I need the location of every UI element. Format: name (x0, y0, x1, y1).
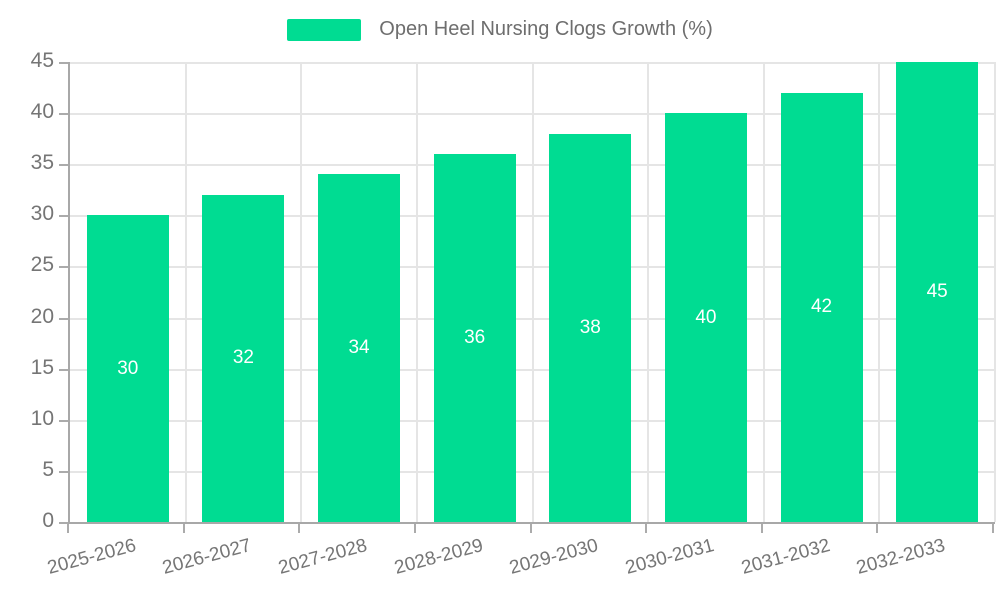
legend-item[interactable]: Open Heel Nursing Clogs Growth (%) (287, 18, 713, 41)
legend-swatch-icon (287, 18, 362, 41)
x-axis-tick (645, 524, 648, 533)
x-gridline (647, 62, 650, 522)
x-gridline (415, 62, 418, 522)
bar-2029-2030[interactable]: 38 (549, 133, 632, 522)
bar-2031-2032[interactable]: 42 (780, 92, 863, 522)
y-axis-tick (59, 368, 68, 371)
x-axis-tick (876, 524, 879, 533)
x-gridline (994, 62, 996, 522)
y-axis-tick (59, 164, 68, 167)
y-axis-tick-label: 45 (30, 49, 54, 73)
x-axis-tick-label: 2031-2032 (738, 535, 832, 579)
bar-value-label: 34 (348, 337, 370, 359)
x-axis-tick (298, 524, 301, 533)
bar-value-label: 30 (117, 357, 139, 379)
x-gridline (762, 62, 765, 522)
y-axis-tick-label: 5 (42, 457, 54, 481)
y-axis-tick-label: 25 (30, 253, 54, 277)
y-axis-tick (59, 62, 68, 64)
bar-2027-2028[interactable]: 34 (318, 174, 401, 522)
x-axis-tick-label: 2025-2026 (45, 535, 139, 579)
x-axis-tick (67, 524, 69, 533)
bar-value-label: 36 (464, 327, 486, 348)
y-axis-tick-label: 30 (30, 202, 54, 226)
y-axis-tick-label: 10 (30, 406, 54, 430)
x-axis-tick-label: 2032-2033 (854, 535, 948, 579)
x-gridline (184, 62, 187, 522)
x-axis-tick-label: 2030-2031 (623, 535, 717, 579)
x-axis-tick-label: 2026-2027 (160, 535, 254, 579)
x-axis-tick (992, 524, 994, 533)
y-axis-tick (59, 470, 68, 473)
y-axis-tick (59, 266, 68, 269)
y-axis-tick-label: 15 (30, 355, 54, 379)
legend-label: Open Heel Nursing Clogs Growth (%) (379, 18, 713, 40)
x-axis-tick (413, 524, 416, 533)
chart-legend: Open Heel Nursing Clogs Growth (%) (0, 18, 1000, 41)
bar-value-label: 45 (926, 281, 948, 302)
y-axis-tick-label: 35 (30, 151, 54, 175)
x-gridline (531, 62, 534, 522)
y-axis-tick-label: 20 (30, 304, 54, 328)
bar-value-label: 42 (810, 296, 833, 318)
bar-2030-2031[interactable]: 40 (664, 113, 747, 522)
y-axis-tick (59, 419, 68, 422)
bar-2032-2033[interactable]: 45 (896, 62, 979, 522)
x-gridline (300, 62, 303, 522)
x-axis-tick-label: 2028-2029 (391, 535, 486, 579)
plot-area: 30 32 34 36 38 40 42 45 (68, 62, 996, 524)
x-axis-tick (529, 524, 532, 533)
x-gridline (878, 62, 881, 522)
bar-2026-2027[interactable]: 32 (202, 194, 285, 522)
y-axis-tick (59, 215, 68, 218)
y-axis-tick-label: 40 (30, 100, 54, 124)
x-axis-tick (760, 524, 763, 533)
y-axis-tick (59, 522, 68, 524)
x-axis-tick (182, 524, 185, 533)
bar-2028-2029[interactable]: 36 (433, 154, 516, 522)
bar-value-label: 32 (232, 347, 254, 369)
bar-value-label: 38 (579, 316, 601, 338)
bar-2025-2026[interactable]: 30 (86, 215, 169, 522)
y-axis-tick-label: 0 (42, 509, 54, 533)
y-axis-tick (59, 317, 68, 320)
y-axis-tick (59, 113, 68, 116)
bar-value-label: 40 (695, 306, 717, 328)
x-axis-tick-label: 2029-2030 (507, 535, 601, 579)
x-axis-tick-label: 2027-2028 (276, 535, 370, 579)
